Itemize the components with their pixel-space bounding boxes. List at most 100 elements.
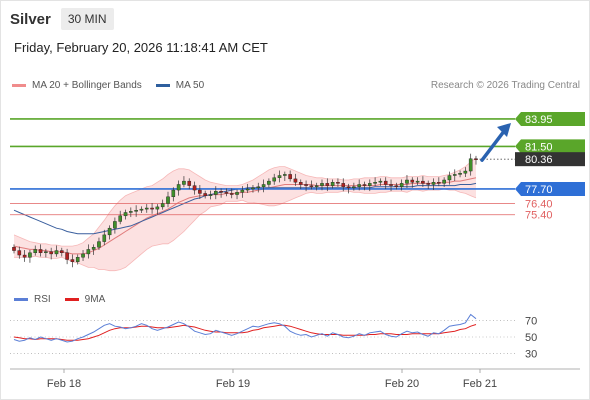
candle-body xyxy=(330,182,335,186)
candle-body xyxy=(70,259,75,262)
candle xyxy=(421,176,425,188)
chart-header: Silver 30 MIN xyxy=(10,8,114,30)
candle-body xyxy=(267,180,271,185)
candle-body xyxy=(288,174,292,180)
candle xyxy=(405,174,409,188)
candle-body xyxy=(468,158,473,172)
candle-body xyxy=(139,208,144,211)
candle-body xyxy=(129,211,133,213)
candle xyxy=(261,179,266,193)
x-tick-label: Feb 18 xyxy=(47,378,81,390)
candle-body xyxy=(75,257,80,262)
candle xyxy=(65,248,69,265)
legend-bollinger: MA 20 + Bollinger Bands xyxy=(12,80,142,91)
candle xyxy=(357,179,361,191)
candle-body xyxy=(97,241,101,248)
candle-body xyxy=(431,182,436,185)
candle xyxy=(256,182,261,193)
candle-body xyxy=(415,180,420,183)
candle-body xyxy=(166,196,170,204)
candle xyxy=(208,190,213,200)
candle xyxy=(44,248,48,258)
candle xyxy=(277,170,282,183)
candle xyxy=(442,177,446,188)
candle-body xyxy=(352,186,356,189)
bollinger-lower-line xyxy=(14,188,477,272)
candle xyxy=(330,179,335,189)
period-badge[interactable]: 30 MIN xyxy=(60,8,114,30)
candle xyxy=(17,246,22,259)
candle xyxy=(139,206,144,214)
level-label: 83.95 xyxy=(525,114,553,126)
candle xyxy=(182,176,186,188)
legend-bollinger-label: MA 20 + Bollinger Bands xyxy=(32,80,142,91)
candle-body xyxy=(383,180,388,185)
candle-body xyxy=(235,192,239,195)
candle-body xyxy=(277,175,282,178)
candle-body xyxy=(458,173,462,175)
legend-ma50: MA 50 xyxy=(155,80,204,91)
ma50-swatch xyxy=(155,84,170,87)
candle-body xyxy=(182,180,186,185)
candle xyxy=(160,199,165,210)
rsi-ma-line xyxy=(13,324,477,341)
candle-body xyxy=(213,190,218,195)
candle xyxy=(219,188,223,198)
candle-body xyxy=(155,206,160,210)
candle-body xyxy=(12,246,16,251)
candle xyxy=(224,188,229,197)
candle-body xyxy=(298,182,303,185)
candle-body xyxy=(150,207,154,210)
candle-body xyxy=(60,250,64,253)
candle xyxy=(426,180,431,190)
candle xyxy=(463,167,468,177)
candle-body xyxy=(81,253,85,258)
candle xyxy=(187,178,192,190)
candle-body xyxy=(426,183,431,185)
candle-body xyxy=(144,207,149,210)
level-box xyxy=(515,181,585,196)
price-legend: MA 20 + Bollinger Bands MA 50 xyxy=(12,80,218,91)
candle-body xyxy=(293,178,298,183)
candle xyxy=(245,183,250,193)
candle-body xyxy=(245,188,250,191)
symbol-title: Silver xyxy=(10,10,51,28)
candle-body xyxy=(256,186,261,189)
candle-body xyxy=(341,183,346,187)
candle xyxy=(123,209,128,220)
candle-body xyxy=(219,190,223,193)
candle xyxy=(346,183,351,194)
candle xyxy=(28,250,32,263)
candle-body xyxy=(357,184,361,187)
candle-body xyxy=(320,183,324,186)
level-resistance-0: 83.95 xyxy=(10,111,585,126)
candle-body xyxy=(394,185,399,187)
last-price-box xyxy=(515,152,585,167)
candle xyxy=(118,210,122,225)
x-axis: Feb 18 Feb 19 Feb 20 Feb 21 xyxy=(10,368,580,390)
candle-body xyxy=(362,184,367,186)
candle xyxy=(447,171,452,185)
candle-body xyxy=(160,203,165,208)
support-label: 75.40 xyxy=(525,210,553,222)
candle xyxy=(341,178,346,192)
target-arrow-head xyxy=(497,122,511,137)
candle-body xyxy=(44,251,48,253)
timestamp: Friday, February 20, 2026 11:18:41 AM CE… xyxy=(14,40,268,55)
candle-body xyxy=(224,192,229,194)
candle-body xyxy=(91,246,96,250)
candle-body xyxy=(208,194,213,196)
rsi-tick-70: 70 xyxy=(525,315,537,327)
level-label: 77.70 xyxy=(525,184,553,196)
candle xyxy=(314,182,319,191)
candle xyxy=(155,204,160,215)
candle xyxy=(134,205,138,217)
level-box xyxy=(515,139,585,154)
candle-body xyxy=(314,185,319,187)
candle-body xyxy=(437,182,441,184)
candle xyxy=(81,250,85,261)
candle xyxy=(198,185,202,199)
candle xyxy=(437,177,441,187)
candle xyxy=(150,202,154,214)
candle xyxy=(452,169,457,182)
